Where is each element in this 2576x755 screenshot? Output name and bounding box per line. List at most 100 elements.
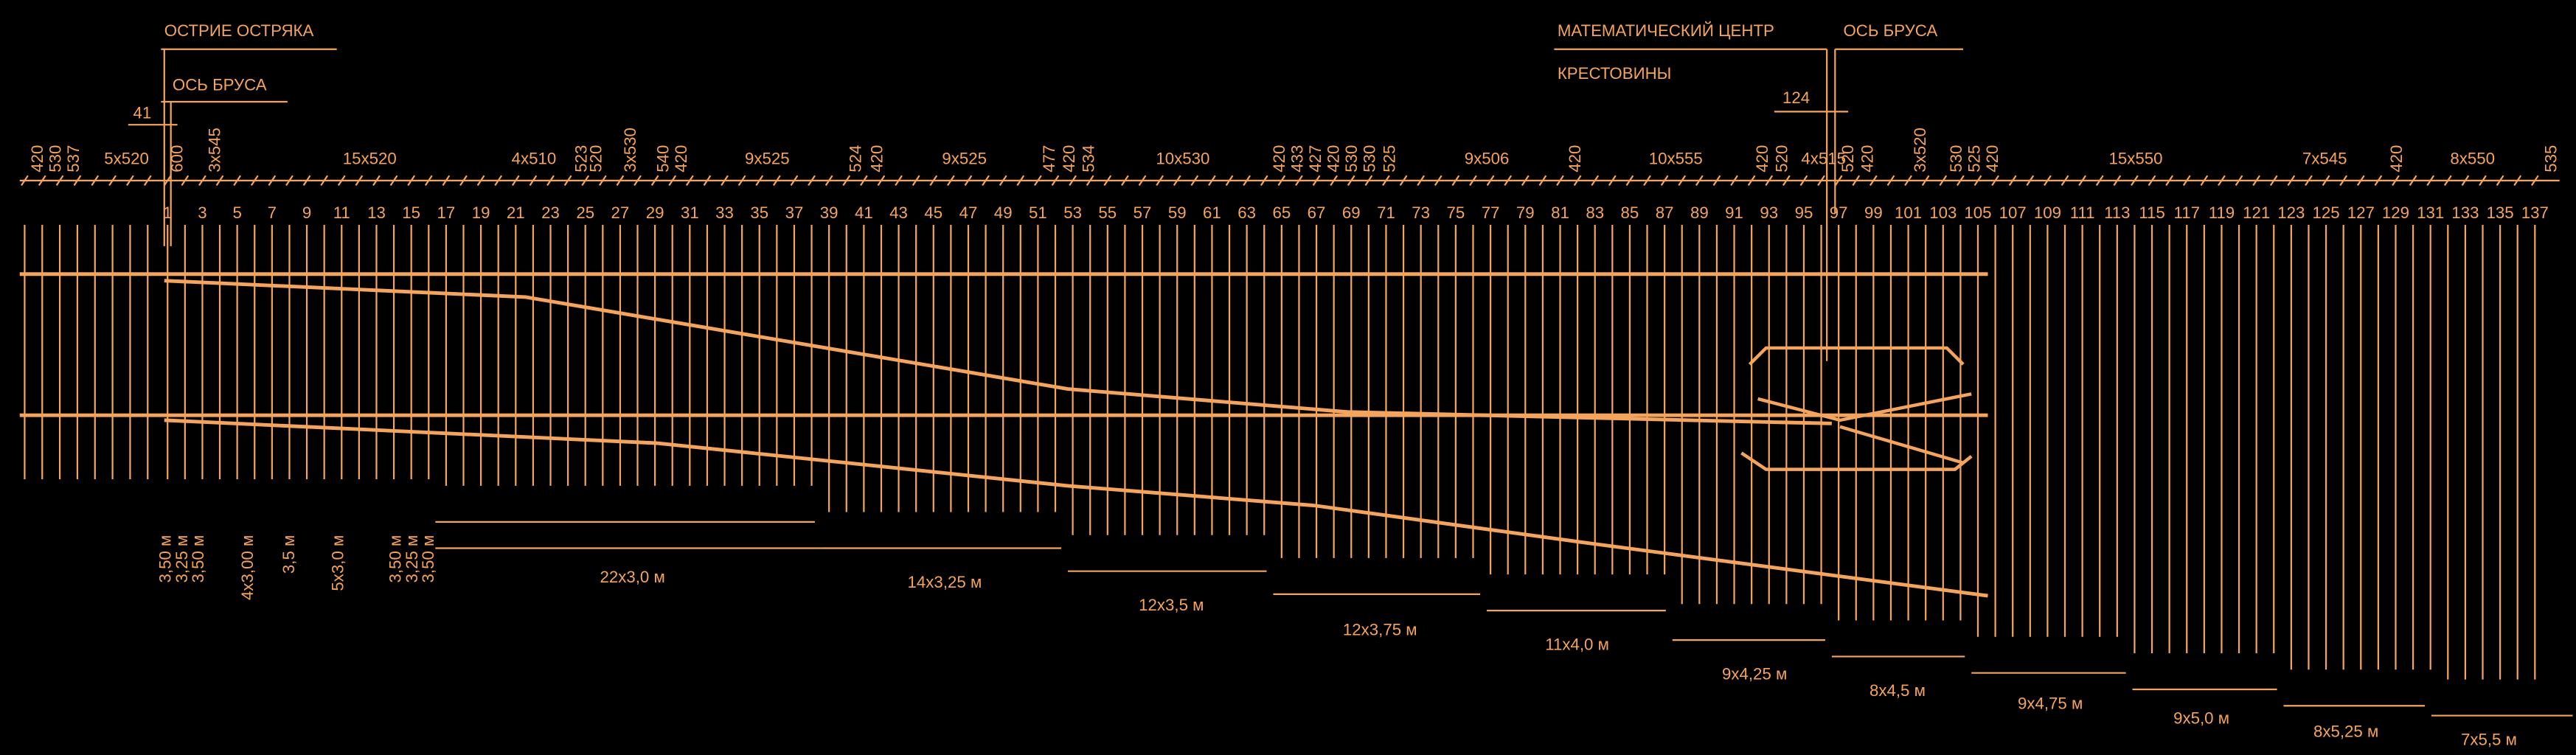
sleeper-number: 17: [437, 203, 456, 222]
sleeper-number: 3: [198, 203, 206, 222]
sleeper-number: 45: [924, 203, 942, 222]
sleeper-number: 97: [1830, 203, 1848, 222]
sleeper-number: 55: [1098, 203, 1117, 222]
spacing-label: 520: [1773, 145, 1791, 173]
spacing-label: 15x520: [343, 150, 397, 168]
spacing-label: 427: [1306, 145, 1325, 173]
sleeper-number: 121: [2243, 203, 2270, 222]
length-label: 9x4,25 м: [1722, 665, 1787, 683]
sleeper-number: 81: [1551, 203, 1569, 222]
length-label: 12x3,5 м: [1139, 596, 1204, 614]
label: 41: [133, 103, 151, 122]
sleeper-number: 29: [646, 203, 664, 222]
length-label: 5x3,0 м: [329, 535, 347, 591]
spacing-label: 4x515: [1801, 150, 1846, 168]
spacing-label: 420: [1270, 145, 1288, 173]
sleeper-number: 65: [1272, 203, 1291, 222]
spacing-label: 530: [1342, 145, 1361, 173]
label: 124: [1782, 88, 1810, 107]
sleeper-number: 85: [1621, 203, 1639, 222]
spacing-label: 9x525: [745, 150, 790, 168]
sleeper-number: 109: [2034, 203, 2061, 222]
sleeper-number: 13: [367, 203, 386, 222]
sleeper-number: 93: [1760, 203, 1778, 222]
sleeper-number: 21: [507, 203, 525, 222]
spacing-label: 420: [672, 145, 690, 173]
sleeper-number: 33: [715, 203, 734, 222]
label: ОСЬ БРУСА: [1843, 21, 1937, 40]
spacing-label: 5x520: [104, 150, 149, 168]
spacing-label: 520: [1839, 145, 1857, 173]
label: ОСЬ БРУСА: [173, 75, 267, 94]
sleeper-number: 113: [2104, 203, 2130, 222]
sleeper-number: 37: [785, 203, 804, 222]
frog: [1757, 392, 1972, 422]
sleeper-number: 39: [820, 203, 839, 222]
sleeper-number: 71: [1377, 203, 1395, 222]
sleeper-number: 61: [1203, 203, 1221, 222]
sleeper-number: 15: [402, 203, 420, 222]
sleeper-number: 87: [1656, 203, 1674, 222]
sleeper-number: 131: [2417, 203, 2444, 222]
sleeper-number: 53: [1063, 203, 1082, 222]
guard-rail: [1740, 451, 1973, 471]
sleeper-number: 63: [1237, 203, 1256, 222]
spacing-label: 420: [867, 145, 886, 173]
frog: [1839, 425, 1964, 465]
sleeper-number: 57: [1133, 203, 1152, 222]
sleeper-number: 95: [1795, 203, 1813, 222]
sleeper-number: 49: [994, 203, 1013, 222]
sleeper-number: 47: [959, 203, 978, 222]
spacing-label: 9x525: [942, 150, 987, 168]
sleeper-number: 115: [2139, 203, 2164, 222]
spacing-label: 10x555: [1649, 150, 1703, 168]
spacing-label: 10x530: [1156, 150, 1209, 168]
spacing-label: 3x530: [621, 128, 639, 173]
spacing-label: 540: [654, 145, 673, 173]
sleeper-number: 23: [541, 203, 560, 222]
length-label: 3,50 м: [189, 535, 207, 583]
length-label: 3,50 м: [386, 535, 405, 583]
spacing-label: 420: [2387, 145, 2406, 173]
sleeper-number: 11: [333, 203, 350, 222]
length-label: 3,25 м: [403, 535, 421, 583]
sleeper-number: 101: [1895, 203, 1922, 222]
sleeper-number: 111: [2070, 203, 2095, 222]
sleeper-number: 99: [1864, 203, 1883, 222]
sleeper-number: 43: [889, 203, 908, 222]
sleeper-number: 123: [2277, 203, 2305, 222]
spacing-label: 9x506: [1465, 150, 1510, 168]
spacing-label: 7x545: [2302, 150, 2347, 168]
spacing-label: 420: [1753, 145, 1771, 173]
spacing-label: 525: [1380, 145, 1398, 173]
spacing-label: 420: [1325, 145, 1343, 173]
spacing-label: 15x550: [2108, 150, 2162, 168]
sleeper-number: 105: [1964, 203, 1991, 222]
sleeper-number: 59: [1168, 203, 1187, 222]
length-label: 4x3,00 м: [238, 535, 257, 600]
sleeper-number: 51: [1029, 203, 1047, 222]
sleeper-number: 19: [472, 203, 490, 222]
length-label: 12x3,75 м: [1343, 621, 1417, 639]
spacing-label: 420: [1858, 145, 1877, 173]
length-label: 22x3,0 м: [600, 568, 664, 586]
spacing-label: 420: [1060, 145, 1078, 173]
sleeper-number: 31: [681, 203, 699, 222]
spacing-label: 433: [1288, 145, 1307, 173]
spacing-label: 3x520: [1911, 128, 1929, 173]
sleeper-number: 25: [576, 203, 594, 222]
length-label: 3,50 м: [419, 535, 437, 583]
sleeper-number: 67: [1308, 203, 1326, 222]
spacing-label: 523: [572, 145, 590, 173]
label: ОСТРИЕ ОСТРЯКА: [164, 21, 314, 40]
sleeper-number: 35: [750, 203, 768, 222]
spacing-label: 535: [2541, 145, 2560, 173]
spacing-label: 420: [1983, 145, 2002, 173]
length-label: 7x5,5 м: [2461, 731, 2517, 749]
sleeper-number: 77: [1482, 203, 1500, 222]
label: КРЕСТОВИНЫ: [1558, 64, 1672, 83]
sleeper-number: 119: [2209, 203, 2235, 222]
length-label: 9x5,0 м: [2173, 709, 2229, 728]
